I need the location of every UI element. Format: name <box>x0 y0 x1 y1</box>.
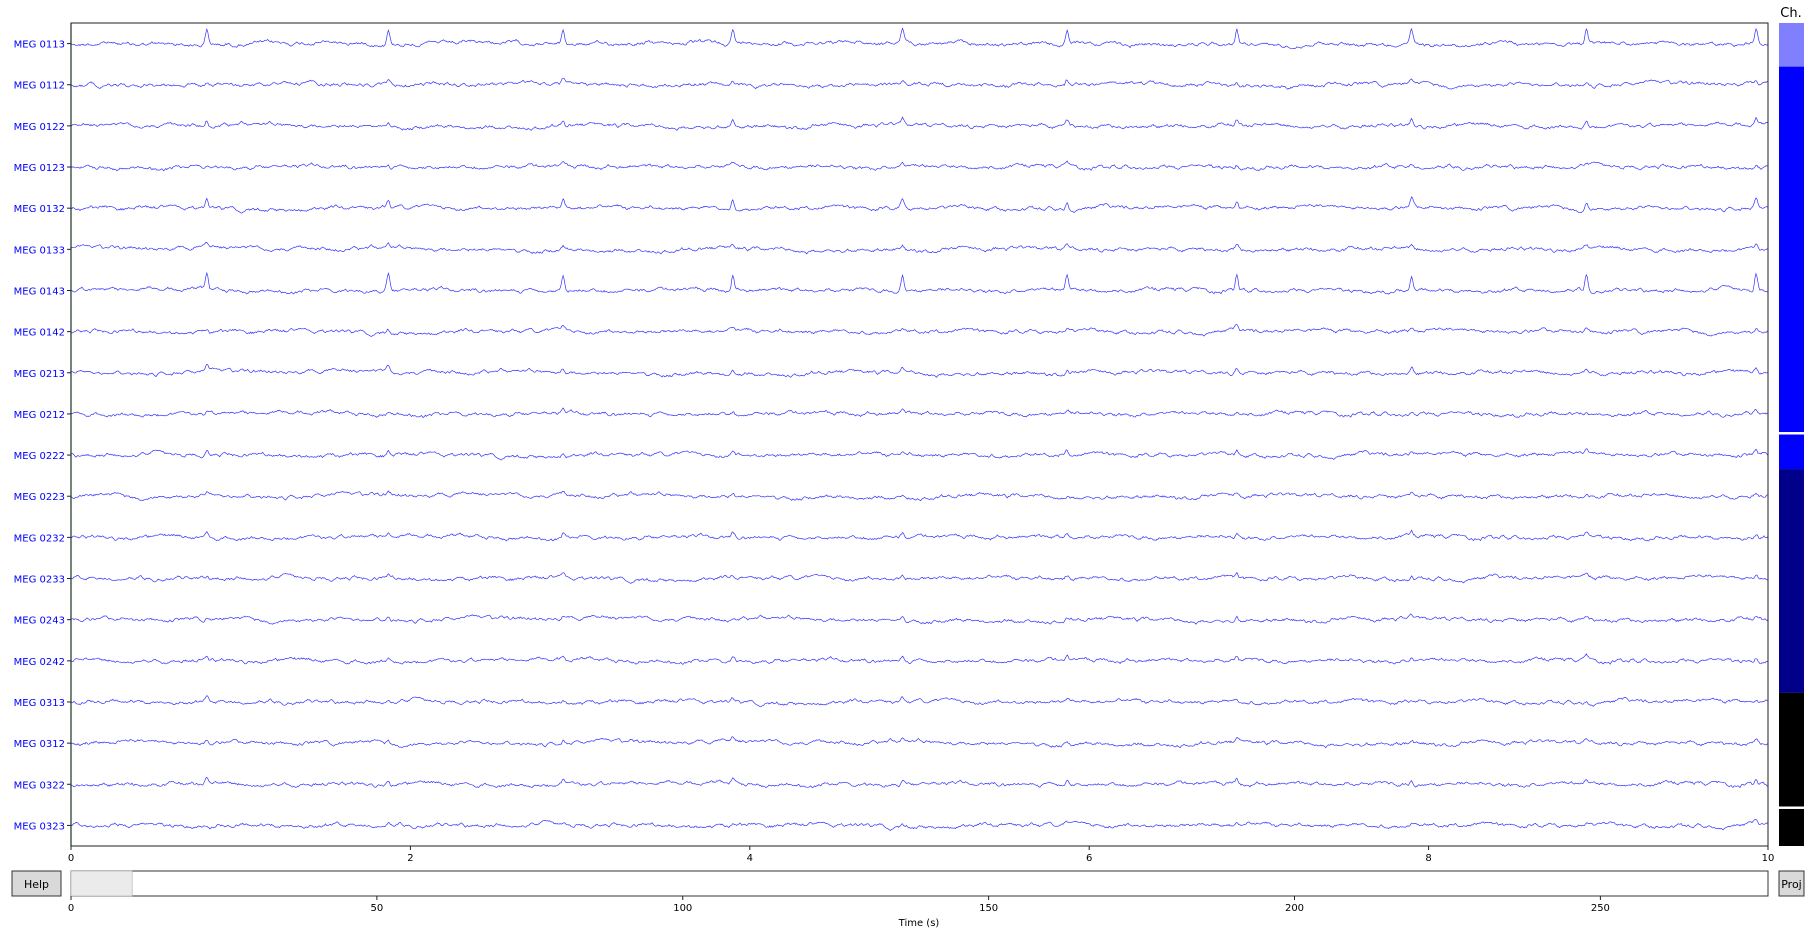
trace-meg-0312[interactable] <box>70 736 1769 749</box>
channel-label[interactable]: MEG 0222 <box>14 451 65 462</box>
channel-bar-segment[interactable] <box>1779 808 1804 846</box>
channel-label[interactable]: MEG 0132 <box>14 204 65 215</box>
trace-meg-0323[interactable] <box>70 819 1769 831</box>
trace-meg-0243[interactable] <box>70 613 1769 625</box>
help-button[interactable]: Help <box>11 870 62 897</box>
trace-meg-0133[interactable] <box>70 242 1769 255</box>
trace-meg-0322[interactable] <box>70 776 1769 789</box>
proj-button-label: Proj <box>1781 878 1802 891</box>
channel-bar-segment[interactable] <box>1779 469 1804 693</box>
traces <box>70 27 1769 831</box>
channel-scrollbar[interactable] <box>1779 23 1804 846</box>
channel-label[interactable]: MEG 0233 <box>14 575 65 586</box>
channel-bar-segment[interactable] <box>1779 434 1804 470</box>
time-scrollbar-axis: 0 50 100 150 200 250 <box>68 896 1610 914</box>
channel-label[interactable]: MEG 0312 <box>14 739 65 750</box>
channel-label[interactable]: MEG 0133 <box>14 245 65 256</box>
trace-meg-0313[interactable] <box>70 695 1769 708</box>
x-axis: 0 2 4 6 8 10 <box>68 846 1775 864</box>
scroll-tick-label: 200 <box>1285 903 1304 914</box>
plot-frame[interactable] <box>70 22 1769 847</box>
time-viewport-handle[interactable] <box>70 870 133 897</box>
scroll-tick-label: 50 <box>371 903 384 914</box>
scroll-tick-label: 100 <box>673 903 692 914</box>
channel-label[interactable]: MEG 0113 <box>14 40 65 51</box>
scroll-tick-label: 0 <box>68 903 74 914</box>
scroll-tick-label: 250 <box>1591 903 1610 914</box>
x-tick-label: 10 <box>1762 853 1775 864</box>
channel-bar-segment[interactable] <box>1779 23 1804 67</box>
channel-labels: MEG 0113 MEG 0112 MEG 0122 MEG 0123 MEG 0132… <box>14 40 71 832</box>
trace-meg-0113[interactable] <box>70 27 1769 50</box>
time-axis-label: Time (s) <box>898 918 940 929</box>
proj-button[interactable]: Proj <box>1778 870 1805 897</box>
channel-label[interactable]: MEG 0123 <box>14 163 65 174</box>
channel-label[interactable]: MEG 0143 <box>14 286 65 297</box>
help-button-label: Help <box>24 878 49 891</box>
trace-meg-0142[interactable] <box>70 324 1769 337</box>
channel-label[interactable]: MEG 0122 <box>14 122 65 133</box>
time-scrollbar[interactable] <box>70 870 1769 897</box>
scroll-tick-label: 150 <box>979 903 998 914</box>
trace-meg-0233[interactable] <box>70 571 1769 584</box>
channel-bar-segment[interactable] <box>1779 692 1804 807</box>
trace-meg-0112[interactable] <box>70 77 1769 90</box>
trace-meg-0222[interactable] <box>70 448 1769 461</box>
x-tick-label: 4 <box>747 853 753 864</box>
channel-label[interactable]: MEG 0213 <box>14 369 65 380</box>
channel-label[interactable]: MEG 0322 <box>14 780 65 791</box>
trace-meg-0232[interactable] <box>70 529 1769 542</box>
trace-meg-0143[interactable] <box>70 271 1769 295</box>
x-tick-label: 6 <box>1086 853 1092 864</box>
channel-label[interactable]: MEG 0212 <box>14 410 65 421</box>
trace-meg-0223[interactable] <box>70 490 1769 502</box>
channel-label[interactable]: MEG 0313 <box>14 698 65 709</box>
channel-bar-segment[interactable] <box>1779 66 1804 433</box>
trace-meg-0212[interactable] <box>70 407 1769 419</box>
x-tick-label: 8 <box>1425 853 1431 864</box>
x-tick-label: 0 <box>68 853 74 864</box>
channel-label[interactable]: MEG 0142 <box>14 328 65 339</box>
trace-meg-0242[interactable] <box>70 653 1769 665</box>
trace-meg-0123[interactable] <box>70 160 1769 172</box>
channel-label[interactable]: MEG 0242 <box>14 657 65 668</box>
channel-label[interactable]: MEG 0243 <box>14 616 65 627</box>
x-tick-label: 2 <box>407 853 413 864</box>
channel-bar-title: Ch. <box>1780 6 1801 21</box>
channel-label[interactable]: MEG 0323 <box>14 821 65 832</box>
trace-meg-0122[interactable] <box>70 116 1769 131</box>
trace-meg-0213[interactable] <box>70 363 1769 378</box>
channel-label[interactable]: MEG 0232 <box>14 533 65 544</box>
trace-meg-0132[interactable] <box>70 196 1769 214</box>
channel-label[interactable]: MEG 0223 <box>14 492 65 503</box>
channel-label[interactable]: MEG 0112 <box>14 81 65 92</box>
